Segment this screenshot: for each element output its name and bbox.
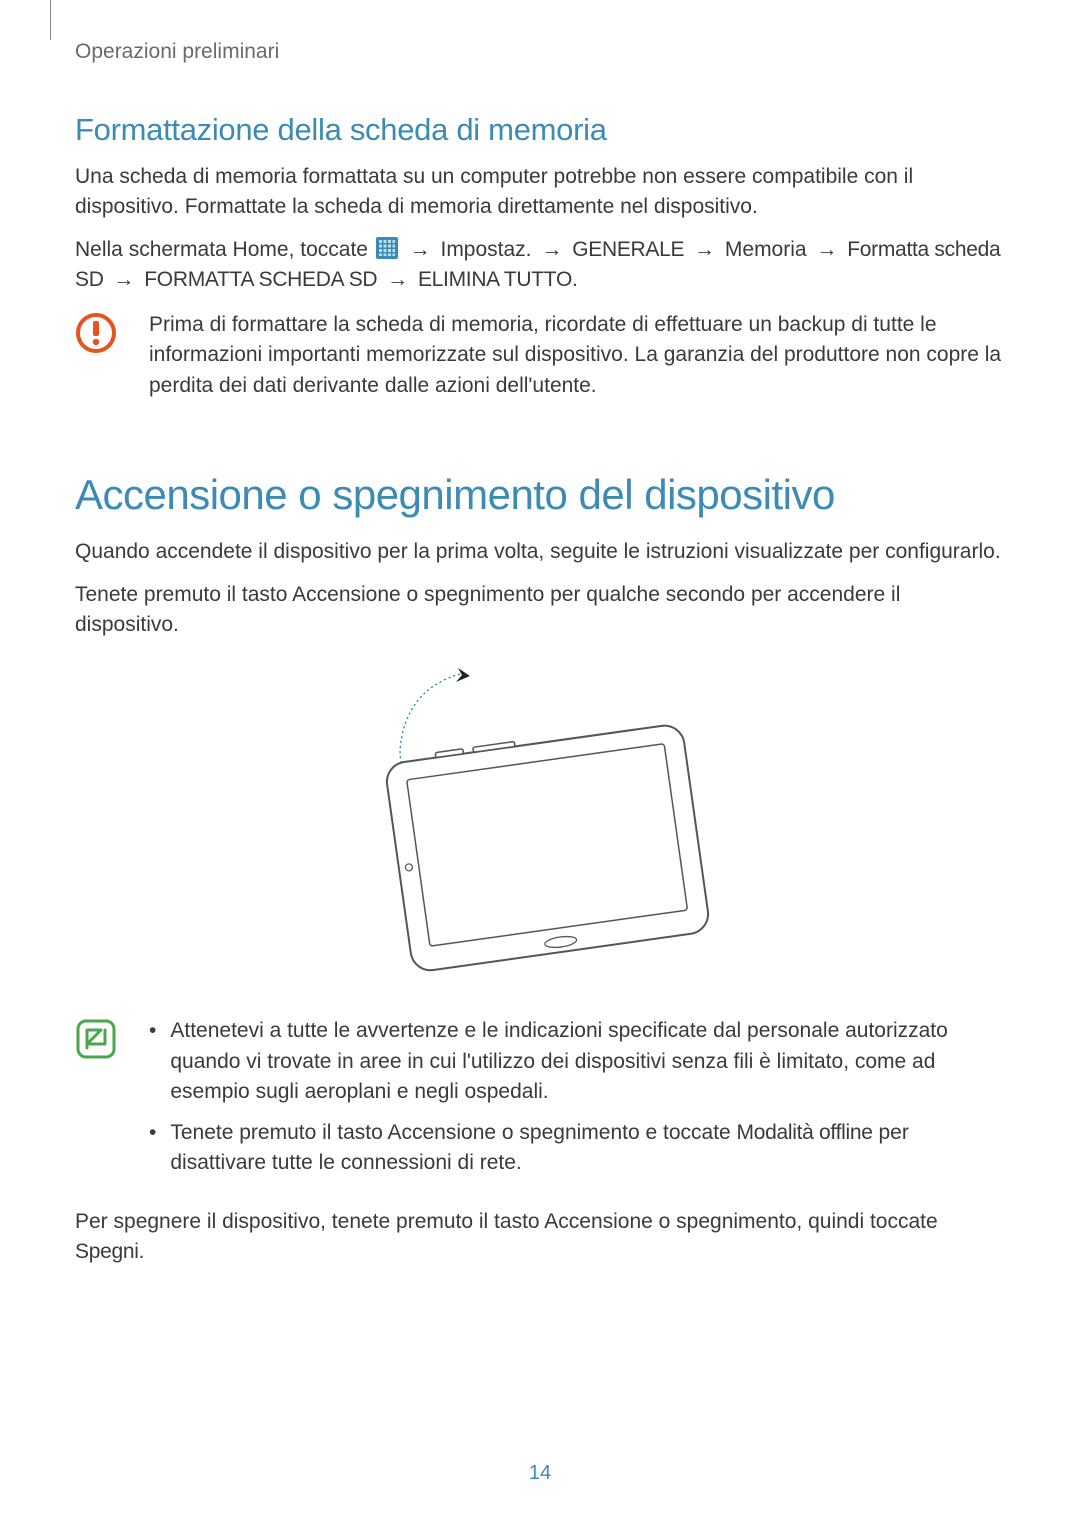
section2-p1: Quando accendete il dispositivo per la p… xyxy=(75,537,1005,567)
page-number: 14 xyxy=(0,1462,1080,1485)
page: Operazioni preliminari Formattazione del… xyxy=(0,0,1080,1527)
tablet-figure xyxy=(75,662,1005,982)
section1-p1: Una scheda di memoria formattata su un c… xyxy=(75,162,1005,223)
tip-list: Attenetevi a tutte le avvertenze e le in… xyxy=(149,1016,1005,1178)
tablet-illustration xyxy=(350,662,730,982)
nav-item-2: GENERALE xyxy=(572,238,684,261)
tip2-pre: Tenete premuto il tasto Accensione o spe… xyxy=(170,1121,736,1144)
tip-note: Attenetevi a tutte le avvertenze e le in… xyxy=(75,1016,1005,1188)
tip-text: Attenetevi a tutte le avvertenze e le in… xyxy=(149,1016,1005,1188)
nav-item-5: FORMATTA SCHEDA SD xyxy=(144,268,377,291)
nav-arrow-3: → xyxy=(694,238,715,261)
nav-period: . xyxy=(572,268,578,291)
tip2-key: Modalità offline xyxy=(737,1121,873,1144)
nav-item-1: Impostaz. xyxy=(440,238,531,261)
section-title-format: Formattazione della scheda di memoria xyxy=(75,112,1005,148)
nav-arrow-4: → xyxy=(816,238,837,261)
corner-mark xyxy=(50,0,51,40)
nav-pre: Nella schermata Home, toccate xyxy=(75,238,374,261)
tip-icon xyxy=(75,1018,117,1060)
tip-item-1: Attenetevi a tutte le avvertenze e le in… xyxy=(149,1016,1005,1107)
tip-item-2: Tenete premuto il tasto Accensione o spe… xyxy=(149,1118,1005,1179)
warning-icon xyxy=(75,312,117,354)
chapter-header: Operazioni preliminari xyxy=(75,40,1005,64)
section-title-power: Accensione o spegnimento del dispositivo xyxy=(75,471,1005,519)
p3-pre: Per spegnere il dispositivo, tenete prem… xyxy=(75,1210,938,1233)
nav-arrow-5: → xyxy=(113,268,134,291)
warning-text: Prima di formattare la scheda di memoria… xyxy=(149,310,1005,401)
nav-arrow-6: → xyxy=(387,268,408,291)
apps-icon xyxy=(376,237,398,259)
tip-item-2-text: Tenete premuto il tasto Accensione o spe… xyxy=(170,1118,1005,1179)
section2-p2: Tenete premuto il tasto Accensione o spe… xyxy=(75,580,1005,641)
nav-item-3: Memoria xyxy=(725,238,807,261)
tip-item-1-text: Attenetevi a tutte le avvertenze e le in… xyxy=(170,1016,1005,1107)
section1-nav: Nella schermata Home, toccate → Impostaz… xyxy=(75,235,1005,296)
nav-item-6: ELIMINA TUTTO xyxy=(418,268,572,291)
nav-arrow-2: → xyxy=(541,238,562,261)
section2-p3: Per spegnere il dispositivo, tenete prem… xyxy=(75,1207,1005,1268)
p3-key: Spegni xyxy=(75,1240,139,1263)
nav-arrow-1: → xyxy=(410,238,431,261)
warning-note: Prima di formattare la scheda di memoria… xyxy=(75,310,1005,401)
p3-post: . xyxy=(139,1240,145,1263)
